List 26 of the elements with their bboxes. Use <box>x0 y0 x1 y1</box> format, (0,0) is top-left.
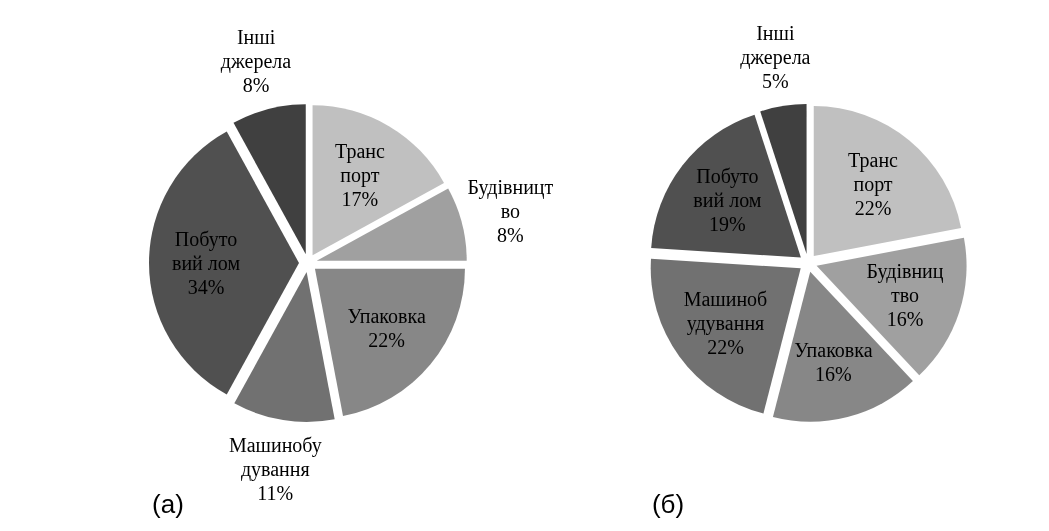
data-label: 34% <box>187 276 225 298</box>
data-label: 5% <box>761 69 789 92</box>
data-label: 8% <box>242 73 270 96</box>
slice-label: Будівницт во <box>467 176 554 223</box>
data-label: 22% <box>368 329 405 352</box>
data-label: 22% <box>707 335 744 358</box>
slice-label: Транс порт <box>848 149 899 197</box>
slice-label: Упаковка <box>794 338 873 361</box>
slice-label: Машиноб удування <box>683 287 768 335</box>
data-label: 8% <box>497 224 524 247</box>
slice-label: Інші джерела <box>220 25 292 73</box>
slice-label: Побуто вий лом <box>693 165 762 212</box>
slice-label: Машинобу дування <box>228 434 322 482</box>
data-label: 11% <box>257 482 294 505</box>
slice-label: Упаковка <box>347 305 426 328</box>
data-label: 16% <box>886 307 924 330</box>
data-label: 17% <box>341 188 379 211</box>
data-label: 16% <box>815 362 852 385</box>
slice-label: Побуто вий лом <box>171 228 241 274</box>
text: (а) <box>152 489 184 519</box>
slice-label: Будівниц тво <box>866 259 944 306</box>
text: (б) <box>651 489 685 519</box>
slice-label: Інші джерела <box>740 21 811 69</box>
data-label: 22% <box>854 197 892 220</box>
slice-label: Транс порт <box>334 140 385 188</box>
data-label: 19% <box>709 213 746 236</box>
